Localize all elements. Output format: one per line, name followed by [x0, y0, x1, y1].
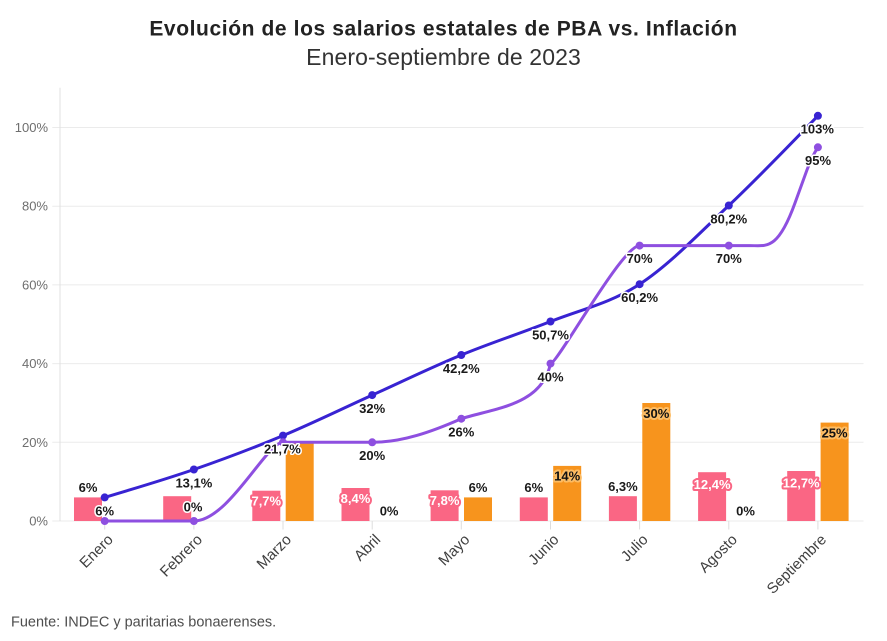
svg-text:32%: 32% — [359, 401, 385, 416]
svg-text:70%: 70% — [627, 251, 653, 266]
svg-text:40%: 40% — [537, 370, 563, 385]
svg-text:70%: 70% — [716, 251, 742, 266]
svg-text:Evolución de los salarios esta: Evolución de los salarios estatales de P… — [149, 17, 737, 40]
svg-text:6%: 6% — [95, 503, 114, 518]
svg-text:7,8%: 7,8% — [430, 493, 460, 508]
svg-text:20%: 20% — [359, 448, 385, 463]
svg-text:30%: 30% — [643, 406, 669, 421]
svg-text:50,7%: 50,7% — [532, 327, 569, 342]
svg-text:0%: 0% — [380, 504, 399, 519]
svg-text:60%: 60% — [22, 277, 48, 292]
svg-text:26%: 26% — [448, 425, 474, 440]
svg-text:14%: 14% — [554, 469, 580, 484]
svg-text:60,2%: 60,2% — [621, 290, 658, 305]
svg-text:80%: 80% — [22, 199, 48, 214]
svg-text:25%: 25% — [822, 425, 848, 440]
svg-text:40%: 40% — [22, 356, 48, 371]
svg-text:0%: 0% — [29, 514, 48, 529]
svg-text:6%: 6% — [524, 480, 543, 495]
svg-text:Enero-septiembre de 2023: Enero-septiembre de 2023 — [306, 44, 581, 70]
svg-text:42,2%: 42,2% — [443, 361, 480, 376]
svg-text:6%: 6% — [469, 480, 488, 495]
svg-text:20%: 20% — [22, 435, 48, 450]
svg-text:7,7%: 7,7% — [251, 494, 281, 509]
svg-text:0%: 0% — [184, 499, 203, 514]
svg-text:80,2%: 80,2% — [710, 211, 747, 226]
svg-text:0%: 0% — [736, 504, 755, 519]
svg-text:100%: 100% — [15, 120, 49, 135]
svg-text:6,3%: 6,3% — [608, 479, 638, 494]
svg-text:13,1%: 13,1% — [175, 475, 212, 490]
svg-text:21,7%: 21,7% — [264, 442, 301, 457]
svg-text:95%: 95% — [805, 153, 831, 168]
svg-text:12,7%: 12,7% — [783, 476, 820, 491]
svg-text:12,4%: 12,4% — [694, 477, 731, 492]
svg-text:8,4%: 8,4% — [341, 491, 371, 506]
svg-text:Fuente: INDEC y paritarias bon: Fuente: INDEC y paritarias bonaerenses. — [11, 615, 276, 631]
svg-text:6%: 6% — [79, 480, 98, 495]
svg-text:103%: 103% — [801, 122, 835, 137]
